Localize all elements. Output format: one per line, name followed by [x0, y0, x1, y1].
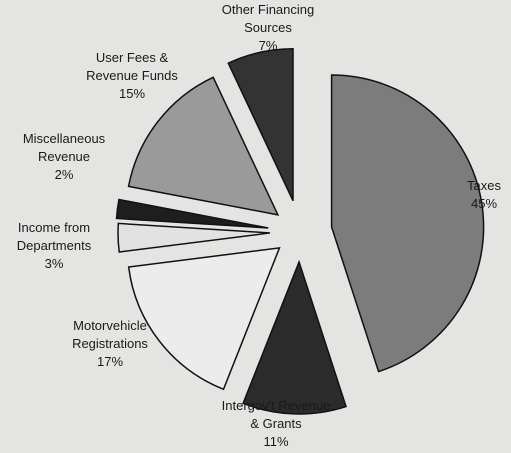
label-line: Departments: [17, 238, 92, 253]
slice-label: Other Financing Sources 7%: [222, 2, 315, 53]
pie-slice: [227, 48, 294, 202]
value-label: 15%: [119, 86, 145, 101]
value-label: 3%: [45, 256, 64, 271]
value-label: 7%: [259, 38, 278, 53]
pie-slice: [127, 247, 281, 391]
value-label: 17%: [97, 354, 123, 369]
label-line: Revenue: [38, 149, 90, 164]
pie-slice: [127, 76, 280, 216]
slice-label: Income from Departments 3%: [17, 220, 92, 271]
slice-label: Taxes 45%: [467, 178, 501, 211]
label-line: Taxes: [467, 178, 501, 193]
slice-label: Miscellaneous Revenue 2%: [23, 131, 106, 182]
label-line: Motorvehicle: [73, 318, 147, 333]
pie-slice: [117, 222, 271, 253]
label-line: User Fees &: [96, 50, 169, 65]
label-line: Sources: [244, 20, 292, 35]
label-line: Income from: [18, 220, 90, 235]
slice-label: Intergov't Revenue & Grants 11%: [222, 398, 331, 449]
value-label: 45%: [471, 196, 497, 211]
slice-label: User Fees & Revenue Funds 15%: [86, 50, 178, 101]
label-line: & Grants: [250, 416, 302, 431]
value-label: 11%: [263, 434, 288, 449]
pie-slice: [330, 74, 485, 373]
pie-slice: [115, 198, 269, 229]
slice-label: Motorvehicle Registrations 17%: [72, 318, 148, 369]
label-line: Revenue Funds: [86, 68, 178, 83]
pie-slice: [242, 259, 347, 415]
label-line: Intergov't Revenue: [222, 398, 331, 413]
label-line: Registrations: [72, 336, 148, 351]
label-line: Other Financing: [222, 2, 315, 17]
value-label: 2%: [55, 167, 74, 182]
label-line: Miscellaneous: [23, 131, 106, 146]
